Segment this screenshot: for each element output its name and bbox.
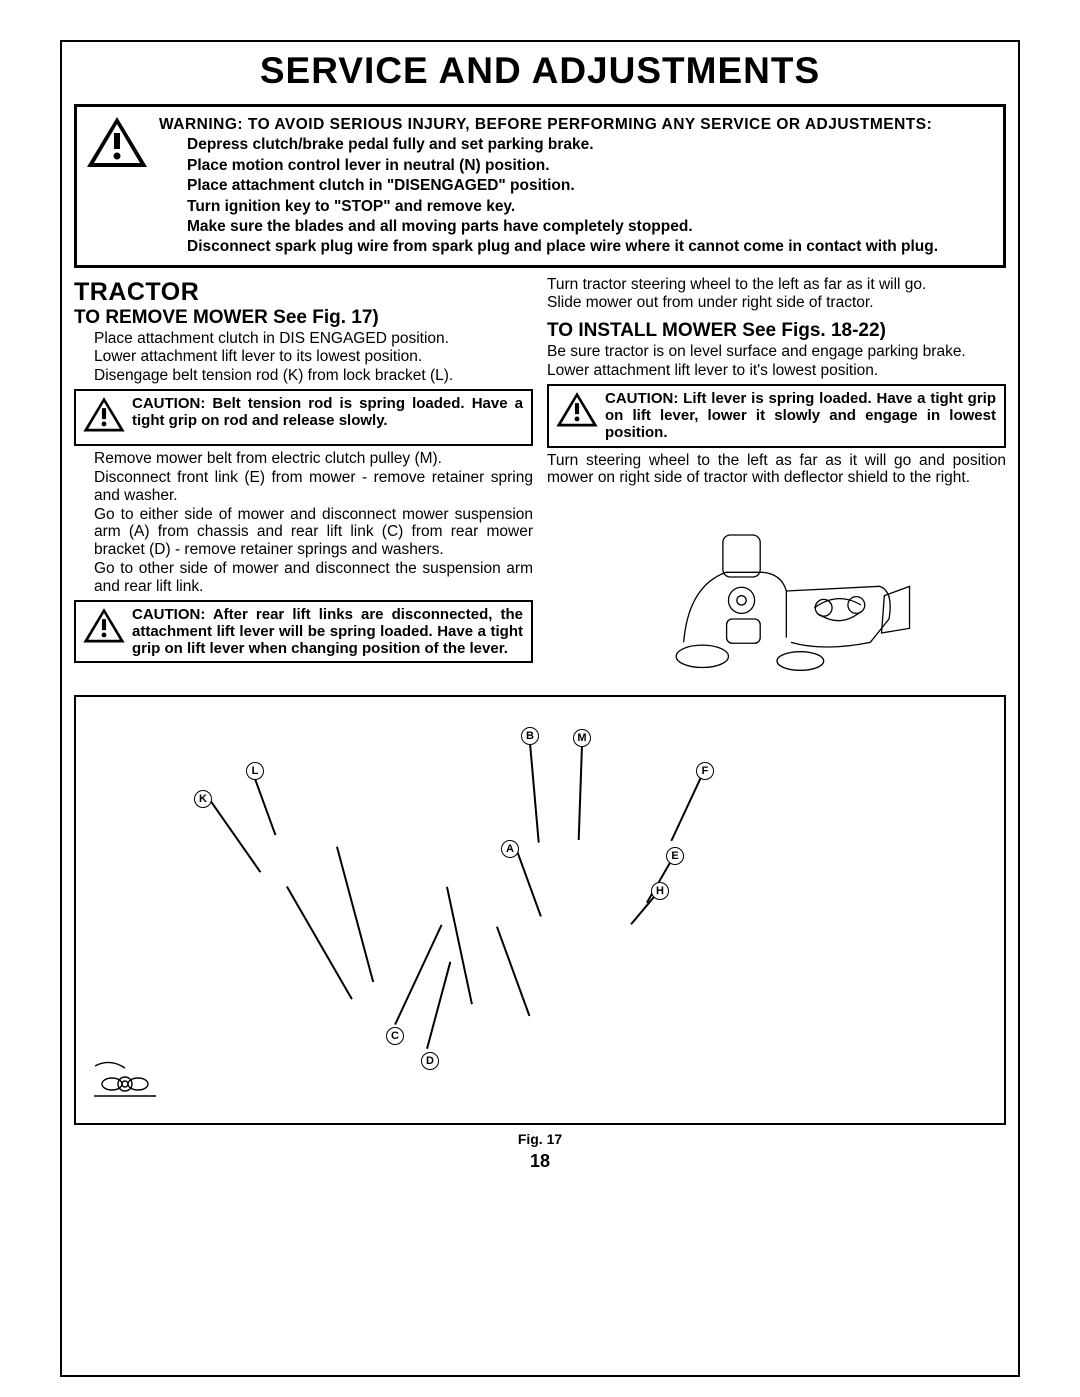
caution-box-2: CAUTION: After rear lift links are disco… xyxy=(74,600,533,664)
right-column: Turn tractor steering wheel to the left … xyxy=(547,276,1006,692)
step: Slide mower out from under right side of… xyxy=(547,294,1006,312)
step: Place attachment clutch in DIS ENGAGED p… xyxy=(94,330,533,348)
caution-text: CAUTION: Belt tension rod is spring load… xyxy=(132,395,523,430)
install-head: TO INSTALL MOWER See Figs. 18-22) xyxy=(547,320,1006,342)
diagram-label-l: L xyxy=(246,762,264,780)
figure-caption: Fig. 17 xyxy=(62,1131,1018,1147)
warning-content: WARNING: TO AVOID SERIOUS INJURY, BEFORE… xyxy=(159,115,938,257)
leader-line xyxy=(516,851,541,917)
columns: TRACTOR TO REMOVE MOWER See Fig. 17) Pla… xyxy=(62,276,1018,692)
step: Turn tractor steering wheel to the left … xyxy=(547,276,1006,294)
warning-bullet: Make sure the blades and all moving part… xyxy=(187,217,938,236)
cont-steps: Turn tractor steering wheel to the left … xyxy=(547,276,1006,313)
step: Lower attachment lift lever to it's lowe… xyxy=(547,362,1006,380)
install-steps-b: Turn steering wheel to the left as far a… xyxy=(547,452,1006,488)
caution-text: CAUTION: Lift lever is spring loaded. Ha… xyxy=(605,390,996,442)
warning-bullet: Turn ignition key to "STOP" and remove k… xyxy=(187,197,938,216)
diagram-label-k: K xyxy=(194,790,212,808)
step: Lower attachment lift lever to its lowes… xyxy=(94,348,533,366)
leader-line xyxy=(496,927,530,1017)
warning-bullet: Disconnect spark plug wire from spark pl… xyxy=(187,237,938,256)
warning-bullet: Depress clutch/brake pedal fully and set… xyxy=(187,135,938,154)
step: Go to either side of mower and disconnec… xyxy=(94,506,533,559)
diagram-label-d: D xyxy=(421,1052,439,1070)
step: Be sure tractor is on level surface and … xyxy=(547,343,1006,361)
diagram-label-c: C xyxy=(386,1027,404,1045)
install-steps-a: Be sure tractor is on level surface and … xyxy=(547,343,1006,380)
tractor-illustration xyxy=(547,491,1006,691)
remove-steps-b: Remove mower belt from electric clutch p… xyxy=(94,450,533,596)
leader-line xyxy=(630,893,657,925)
diagram-label-e: E xyxy=(666,847,684,865)
warning-icon xyxy=(82,395,126,440)
caution-text: CAUTION: After rear lift links are disco… xyxy=(132,606,523,658)
warning-head: WARNING: TO AVOID SERIOUS INJURY, BEFORE… xyxy=(159,115,938,134)
leader-line xyxy=(395,925,443,1025)
leader-line xyxy=(286,887,352,1000)
step: Disconnect front link (E) from mower - r… xyxy=(94,469,533,505)
remove-steps-a: Place attachment clutch in DIS ENGAGED p… xyxy=(94,330,533,385)
page-border: SERVICE AND ADJUSTMENTS WARNING: TO AVOI… xyxy=(60,40,1020,1377)
step: Disengage belt tension rod (K) from lock… xyxy=(94,367,533,385)
warning-icon xyxy=(555,390,599,435)
caution-box-1: CAUTION: Belt tension rod is spring load… xyxy=(74,389,533,446)
warning-bullet: Place attachment clutch in "DISENGAGED" … xyxy=(187,176,938,195)
leader-line xyxy=(336,847,374,983)
diagram-label-b: B xyxy=(521,727,539,745)
step: Turn steering wheel to the left as far a… xyxy=(547,452,1006,488)
leader-line xyxy=(529,743,539,843)
diagram-label-m: M xyxy=(573,729,591,747)
page-title: SERVICE AND ADJUSTMENTS xyxy=(62,50,1018,92)
warning-bullet: Place motion control lever in neutral (N… xyxy=(187,156,938,175)
remove-head: TO REMOVE MOWER See Fig. 17) xyxy=(74,307,533,329)
leader-line xyxy=(208,798,261,873)
caution-box-3: CAUTION: Lift lever is spring loaded. Ha… xyxy=(547,384,1006,448)
diagram-label-f: F xyxy=(696,762,714,780)
leader-line xyxy=(427,962,452,1049)
warning-box: WARNING: TO AVOID SERIOUS INJURY, BEFORE… xyxy=(74,104,1006,268)
leader-line xyxy=(446,887,472,1005)
leader-line xyxy=(578,745,583,840)
section-tractor: TRACTOR xyxy=(74,278,533,307)
leader-line xyxy=(254,779,276,836)
warning-icon xyxy=(85,115,149,176)
step: Go to other side of mower and disconnect… xyxy=(94,560,533,596)
wingnut-icon xyxy=(90,1054,160,1109)
diagram-label-a: A xyxy=(501,840,519,858)
page-number: 18 xyxy=(62,1151,1018,1172)
diagram-label-h: H xyxy=(651,882,669,900)
left-column: TRACTOR TO REMOVE MOWER See Fig. 17) Pla… xyxy=(74,276,533,692)
warning-icon xyxy=(82,606,126,651)
figure-17-diagram: L K B M A F EH CD xyxy=(74,695,1006,1125)
step: Remove mower belt from electric clutch p… xyxy=(94,450,533,468)
leader-line xyxy=(670,777,701,841)
